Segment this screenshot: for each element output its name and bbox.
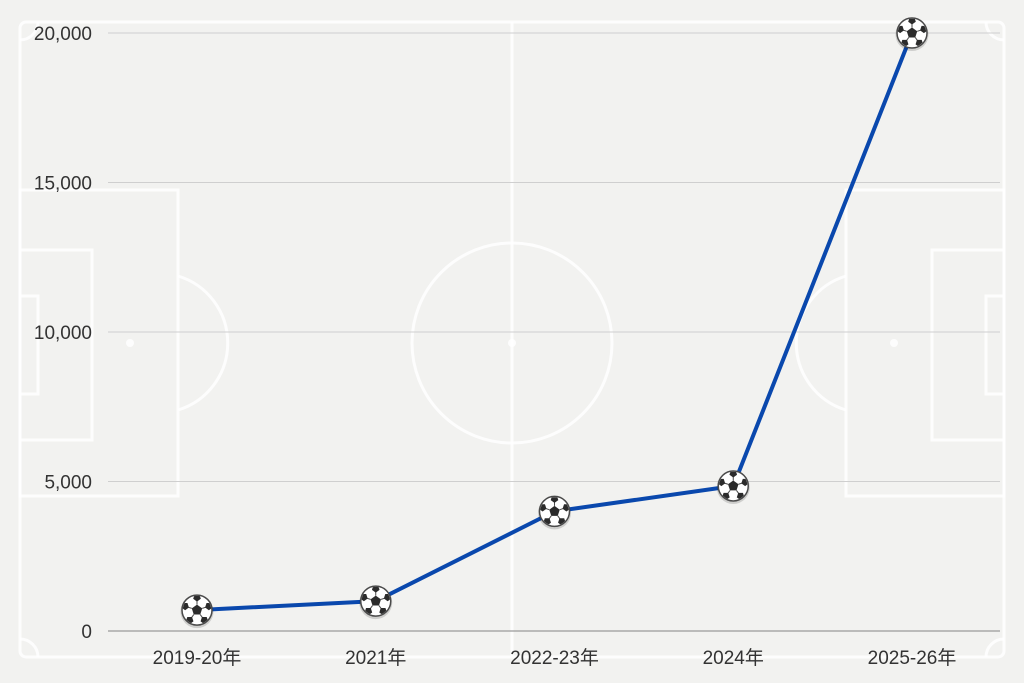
y-tick-label: 5,000 xyxy=(44,473,92,494)
soccer-ball-icon xyxy=(895,17,929,51)
y-tick-label: 20,000 xyxy=(34,24,92,45)
x-axis: 2019-20年 2021年 2022-23年 2024年 2025-26年 xyxy=(153,647,957,669)
x-tick-label: 2021年 xyxy=(345,647,406,669)
y-tick-label: 10,000 xyxy=(34,323,92,344)
x-tick-label: 2025-26年 xyxy=(868,647,957,669)
y-tick-label: 15,000 xyxy=(34,174,92,195)
y-grid xyxy=(108,32,1000,482)
data-markers xyxy=(180,17,929,629)
soccer-ball-icon xyxy=(180,594,214,629)
soccer-ball-icon xyxy=(359,585,393,620)
soccer-ball-icon xyxy=(716,470,750,504)
x-tick-label: 2019-20年 xyxy=(153,647,242,669)
x-tick-label: 2022-23年 xyxy=(510,647,599,669)
y-axis: 0 5,000 10,000 15,000 20,000 xyxy=(34,24,92,643)
y-tick-label: 0 xyxy=(81,622,92,643)
pitch-background xyxy=(18,20,1006,659)
x-tick-label: 2024年 xyxy=(703,647,764,669)
soccer-ball-icon xyxy=(538,495,571,530)
